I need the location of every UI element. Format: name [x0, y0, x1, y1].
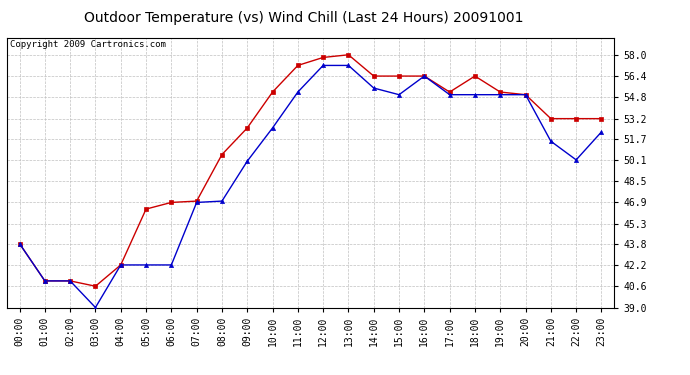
Text: Outdoor Temperature (vs) Wind Chill (Last 24 Hours) 20091001: Outdoor Temperature (vs) Wind Chill (Las… — [84, 11, 523, 25]
Text: Copyright 2009 Cartronics.com: Copyright 2009 Cartronics.com — [10, 40, 166, 49]
